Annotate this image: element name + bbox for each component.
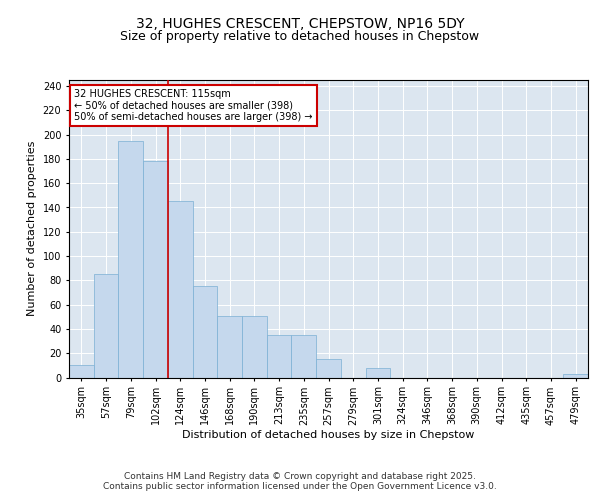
- Bar: [143, 162, 168, 378]
- Text: Size of property relative to detached houses in Chepstow: Size of property relative to detached ho…: [121, 30, 479, 43]
- Bar: [118, 140, 143, 378]
- Bar: [292, 335, 316, 378]
- Bar: [316, 360, 341, 378]
- Bar: [69, 366, 94, 378]
- Bar: [242, 316, 267, 378]
- Text: 32, HUGHES CRESCENT, CHEPSTOW, NP16 5DY: 32, HUGHES CRESCENT, CHEPSTOW, NP16 5DY: [136, 18, 464, 32]
- Bar: [217, 316, 242, 378]
- Text: 32 HUGHES CRESCENT: 115sqm
← 50% of detached houses are smaller (398)
50% of sem: 32 HUGHES CRESCENT: 115sqm ← 50% of deta…: [74, 89, 313, 122]
- Bar: [193, 286, 217, 378]
- Bar: [267, 335, 292, 378]
- Bar: [168, 202, 193, 378]
- Bar: [94, 274, 118, 378]
- X-axis label: Distribution of detached houses by size in Chepstow: Distribution of detached houses by size …: [182, 430, 475, 440]
- Y-axis label: Number of detached properties: Number of detached properties: [27, 141, 37, 316]
- Bar: [563, 374, 588, 378]
- Bar: [365, 368, 390, 378]
- Text: Contains HM Land Registry data © Crown copyright and database right 2025.
Contai: Contains HM Land Registry data © Crown c…: [103, 472, 497, 491]
